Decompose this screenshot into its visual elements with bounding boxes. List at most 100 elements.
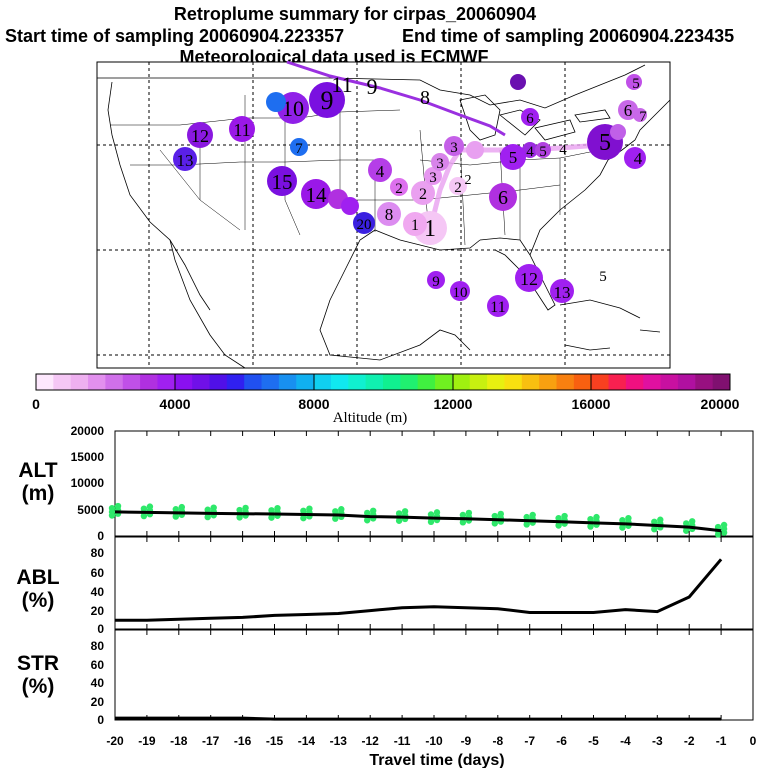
colorbar-swatch (400, 374, 419, 390)
colorbar-swatch (296, 374, 315, 390)
str-panel-unit: (%) (22, 675, 55, 698)
str-line (115, 716, 722, 721)
x-tick-label: -7 (524, 734, 535, 748)
alt-point (689, 518, 696, 525)
plume-marker (550, 279, 574, 303)
alt-point (401, 508, 409, 515)
alt-point (300, 507, 307, 514)
colorbar-swatch (330, 374, 349, 390)
alt-point (370, 507, 377, 514)
colorbar-swatch (608, 374, 627, 390)
plume-map: 1 1 2 2 2 3 3 3 4 4 4 5 5 5 (96, 60, 671, 369)
colorbar-swatch (192, 374, 210, 390)
alt-point (236, 506, 243, 514)
colorbar-swatch (573, 374, 592, 390)
colorbar-swatch (105, 374, 124, 390)
alt-point (140, 505, 148, 512)
alt-point (529, 511, 536, 519)
plume-marker-label: 5 (599, 269, 607, 285)
plume-marker-label: 8 (420, 87, 430, 109)
plume-marker-label: 4 (526, 144, 534, 160)
x-tick-label: -8 (492, 734, 503, 748)
plume-marker-label: 6 (624, 101, 633, 120)
colorbar-swatch (140, 374, 158, 390)
plume-marker-label: 1 (424, 216, 436, 242)
x-tick-label: -20 (106, 734, 124, 748)
plume-marker-label: 3 (429, 170, 437, 186)
alt-point (497, 510, 504, 518)
colorbar-swatch (348, 374, 367, 390)
alt-point (619, 517, 626, 524)
colorbar-swatch (365, 374, 384, 390)
colorbar-swatch (88, 374, 106, 390)
alt-point (338, 506, 345, 513)
colorbar-swatch (556, 374, 575, 390)
colorbar-tick: 12000 (434, 396, 473, 412)
colorbar-swatch (695, 374, 714, 390)
alt-panel-label: ALT (18, 459, 57, 482)
plume-marker (290, 138, 308, 156)
plume-marker-label: 9 (367, 74, 378, 99)
plume-marker-label: 8 (385, 205, 394, 224)
colorbar-swatch (209, 374, 228, 390)
plume-marker (173, 147, 197, 171)
alt-point (720, 521, 728, 529)
plume-marker (353, 212, 375, 234)
alt-scatter-points (108, 502, 728, 538)
plume-marker (427, 271, 445, 289)
str-panel-label: STR (17, 652, 59, 675)
plume-marker (390, 178, 408, 196)
plume-marker (267, 166, 297, 196)
plume-marker-unlabeled (610, 124, 626, 140)
alt-ytick: 5000 (77, 503, 104, 517)
str-ytick: 0 (97, 713, 104, 727)
plume-marker-label: 5 (599, 130, 611, 156)
x-tick-label: -12 (362, 734, 380, 748)
alt-point (593, 513, 600, 521)
plume-marker (424, 167, 442, 185)
plume-marker-label: 15 (272, 170, 293, 194)
colorbar-swatch (226, 374, 245, 390)
alt-point (465, 509, 473, 517)
plume-marker (301, 179, 331, 209)
alt-point (306, 505, 313, 512)
abl-ytick: 20 (91, 604, 105, 618)
alt-point (657, 516, 664, 523)
alt-point (274, 504, 281, 512)
alt-point (683, 520, 690, 527)
plume-marker (229, 116, 255, 142)
str-ytick: 20 (91, 695, 105, 709)
plume-marker (487, 295, 509, 317)
alt-yticks: 20000 15000 10000 5000 0 (71, 424, 105, 543)
plume-marker-label: 6 (526, 111, 534, 127)
plume-marker (444, 136, 464, 156)
colorbar-swatch (435, 374, 453, 390)
start-time-text: Start time of sampling 20060904.223357 (5, 26, 344, 46)
x-tick-label: -6 (556, 734, 567, 748)
plume-marker-label: 12 (520, 269, 538, 289)
alt-point (114, 502, 122, 510)
x-tick-label: -10 (425, 734, 443, 748)
plume-marker (522, 142, 538, 158)
altitude-colorbar (35, 373, 731, 391)
plume-markers: 1 1 2 2 2 3 3 3 4 4 4 5 5 5 (173, 72, 647, 317)
str-ytick: 80 (91, 639, 105, 653)
x-tick-label: -18 (170, 734, 188, 748)
plume-marker-unlabeled (266, 92, 286, 112)
alt-point (555, 514, 562, 522)
colorbar-swatch (383, 374, 401, 390)
colorbar-tick: 4000 (159, 396, 190, 412)
colorbar-swatch (122, 374, 141, 390)
alt-ytick: 20000 (71, 424, 105, 438)
plume-marker (521, 108, 539, 126)
str-panel-frame (114, 629, 754, 721)
map-state-lines (110, 95, 601, 246)
x-tick-label: -3 (652, 734, 663, 748)
x-tick-label: -14 (298, 734, 316, 748)
plume-marker (624, 147, 646, 169)
plume-marker-label: 11 (331, 72, 352, 97)
abl-panel-unit: (%) (22, 589, 55, 612)
colorbar-swatch (712, 374, 731, 390)
colorbar-label: Altitude (m) (333, 410, 408, 426)
alt-point (146, 503, 154, 510)
